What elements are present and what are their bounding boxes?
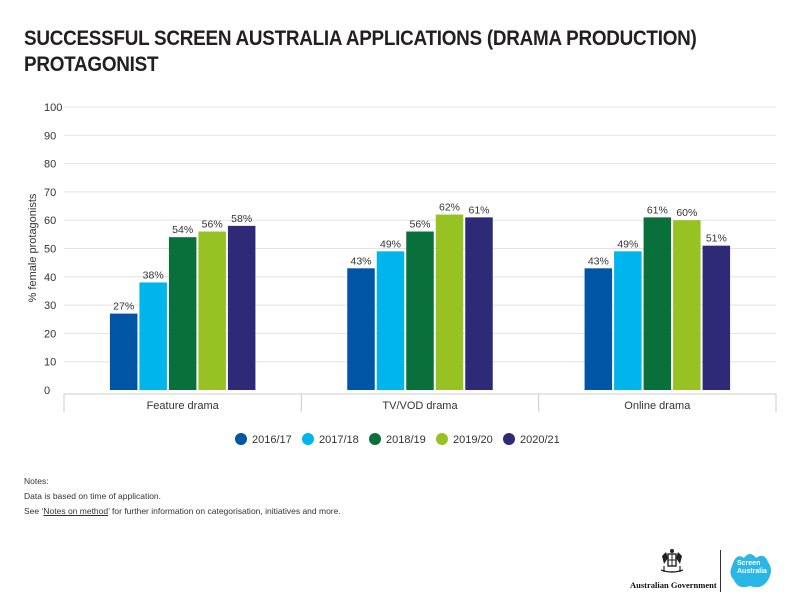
y-tick-label: 70 <box>44 187 56 199</box>
y-tick-label: 50 <box>44 244 56 256</box>
bar <box>227 225 256 390</box>
legend: 2016/17 2017/18 2018/19 2019/20 2020/21 <box>235 433 560 446</box>
notes-suffix: ’ for further information on categorisat… <box>108 506 341 516</box>
bar <box>465 217 493 390</box>
data-label: 49% <box>617 238 638 250</box>
data-label: 62% <box>439 202 460 214</box>
screen-australia-logo-icon <box>730 554 771 588</box>
legend-label: 2019/20 <box>453 434 493 446</box>
y-tick-label: 60 <box>44 215 56 227</box>
notes-prefix: See ‘ <box>24 506 44 516</box>
notes-line-2: See ‘Notes on method’ for further inform… <box>24 504 341 519</box>
legend-label: 2017/18 <box>319 434 359 446</box>
y-axis-label: % female protagonists <box>27 193 39 302</box>
y-tick-label: 30 <box>44 300 56 312</box>
data-label: 43% <box>588 255 609 267</box>
chart-title: SUCCESSFUL SCREEN AUSTRALIA APPLICATIONS… <box>24 26 697 78</box>
legend-marker <box>302 433 314 445</box>
y-tick-label: 80 <box>44 159 56 171</box>
bar <box>435 214 464 390</box>
data-label: 51% <box>706 233 727 245</box>
data-label: 60% <box>676 207 697 219</box>
bar <box>584 268 613 390</box>
bar <box>643 217 672 390</box>
x-tick-label: Online drama <box>624 400 691 412</box>
bar <box>139 282 167 390</box>
data-label: 61% <box>647 204 668 216</box>
bar <box>168 237 197 390</box>
data-label: 61% <box>468 204 489 216</box>
data-label: 27% <box>113 301 134 313</box>
x-tick-label: Feature drama <box>147 400 220 412</box>
notes-heading: Notes: <box>24 476 49 486</box>
title-line-2: PROTAGONIST <box>24 53 159 76</box>
notes-on-method-link[interactable]: Notes on method <box>43 506 109 516</box>
coat-of-arms-icon <box>660 549 684 573</box>
legend-marker <box>436 433 448 445</box>
y-tick-label: 40 <box>44 272 56 284</box>
footer-logos: Australian Government Screen Australia <box>630 546 780 594</box>
y-tick-label: 10 <box>44 357 56 369</box>
title-line-1: SUCCESSFUL SCREEN AUSTRALIA APPLICATIONS… <box>24 27 697 50</box>
data-label: 38% <box>143 269 164 281</box>
y-tick-label: 90 <box>44 130 56 142</box>
notes: Notes: Data is based on time of applicat… <box>24 474 341 519</box>
bar <box>109 313 138 390</box>
legend-label: 2020/21 <box>520 434 560 446</box>
legend-label: 2018/19 <box>386 434 426 446</box>
notes-line-1: Data is based on time of application. <box>24 491 162 501</box>
bar <box>376 251 405 390</box>
australian-government-logo: Australian Government <box>630 546 717 594</box>
bar-chart: % female protagonists 0 10 20 30 40 50 60 70 80 9… <box>27 102 777 446</box>
data-label: 56% <box>202 219 223 231</box>
legend-marker <box>369 433 381 445</box>
legend-marker <box>503 433 515 445</box>
y-tick-label: 20 <box>44 328 56 340</box>
bars <box>109 214 731 390</box>
legend-marker <box>235 433 247 445</box>
bar <box>673 220 701 390</box>
screen-australia-wordmark: Screen Australia <box>737 560 767 576</box>
sa-line-2: Australia <box>737 568 767 575</box>
bar <box>347 268 375 390</box>
data-label: 54% <box>172 224 193 236</box>
data-label: 56% <box>409 219 430 231</box>
legend-label: 2016/17 <box>252 434 292 446</box>
bar-labels: 27% 38% 54% 56% 58% 43% 49% 56% 62% 61% 43% 49% 61% 6… <box>113 202 727 313</box>
bar <box>614 251 642 390</box>
data-label: 43% <box>350 255 371 267</box>
y-tick-label: 100 <box>44 102 62 114</box>
x-tick-label: TV/VOD drama <box>382 400 458 412</box>
bar <box>198 231 226 390</box>
government-name: Australian Government <box>630 580 717 590</box>
data-label: 49% <box>380 238 401 250</box>
x-axis: Feature drama TV/VOD drama Online drama <box>63 393 777 412</box>
y-tick-labels: 0 10 20 30 40 50 60 70 80 90 100 <box>44 102 62 397</box>
logo-divider <box>720 550 721 592</box>
data-label: 58% <box>231 213 252 225</box>
bar <box>702 245 731 390</box>
y-tick-label: 0 <box>44 385 50 397</box>
bar <box>406 231 434 390</box>
sa-line-1: Screen <box>737 560 761 567</box>
